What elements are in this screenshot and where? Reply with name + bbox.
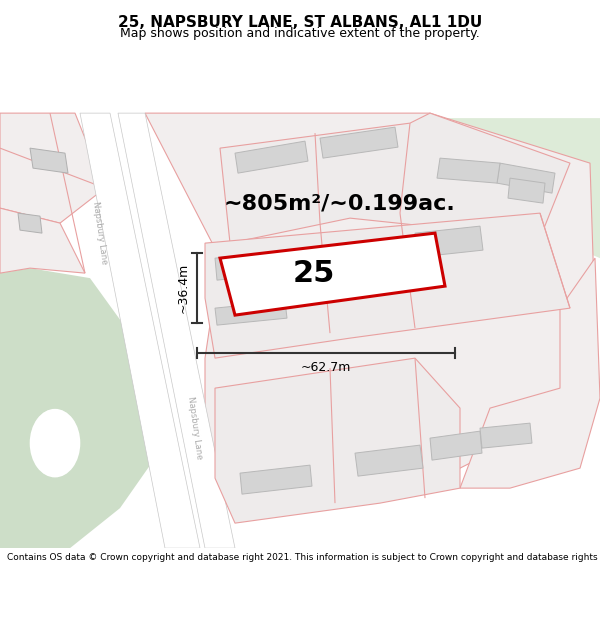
Text: ~805m²/~0.199ac.: ~805m²/~0.199ac. bbox=[224, 193, 456, 213]
Polygon shape bbox=[0, 113, 105, 223]
Polygon shape bbox=[18, 213, 42, 233]
Polygon shape bbox=[215, 251, 287, 280]
Text: Contains OS data © Crown copyright and database right 2021. This information is : Contains OS data © Crown copyright and d… bbox=[7, 554, 600, 562]
Polygon shape bbox=[497, 163, 555, 193]
Polygon shape bbox=[220, 113, 570, 243]
Polygon shape bbox=[220, 233, 445, 315]
Polygon shape bbox=[437, 158, 500, 183]
Ellipse shape bbox=[29, 408, 81, 478]
Polygon shape bbox=[460, 258, 600, 488]
Polygon shape bbox=[0, 268, 155, 548]
Polygon shape bbox=[355, 445, 423, 476]
Text: Map shows position and indicative extent of the property.: Map shows position and indicative extent… bbox=[120, 27, 480, 39]
Text: 25: 25 bbox=[293, 259, 335, 288]
Text: ~62.7m: ~62.7m bbox=[301, 361, 351, 374]
Text: Napsbury Lane: Napsbury Lane bbox=[91, 201, 109, 265]
Polygon shape bbox=[0, 208, 85, 273]
Polygon shape bbox=[145, 113, 595, 518]
Polygon shape bbox=[240, 465, 312, 494]
Polygon shape bbox=[235, 141, 308, 173]
Polygon shape bbox=[80, 113, 200, 548]
Polygon shape bbox=[118, 113, 235, 548]
Polygon shape bbox=[320, 127, 398, 158]
Text: 25, NAPSBURY LANE, ST ALBANS, AL1 1DU: 25, NAPSBURY LANE, ST ALBANS, AL1 1DU bbox=[118, 16, 482, 31]
Polygon shape bbox=[330, 118, 600, 258]
Text: ~36.4m: ~36.4m bbox=[177, 263, 190, 313]
Polygon shape bbox=[508, 178, 545, 203]
Polygon shape bbox=[205, 213, 570, 358]
Polygon shape bbox=[480, 423, 532, 448]
Polygon shape bbox=[215, 358, 460, 523]
Polygon shape bbox=[415, 226, 483, 257]
Polygon shape bbox=[30, 148, 68, 173]
Text: Napsbury Lane: Napsbury Lane bbox=[186, 396, 204, 460]
Polygon shape bbox=[215, 301, 287, 325]
Polygon shape bbox=[430, 431, 482, 460]
